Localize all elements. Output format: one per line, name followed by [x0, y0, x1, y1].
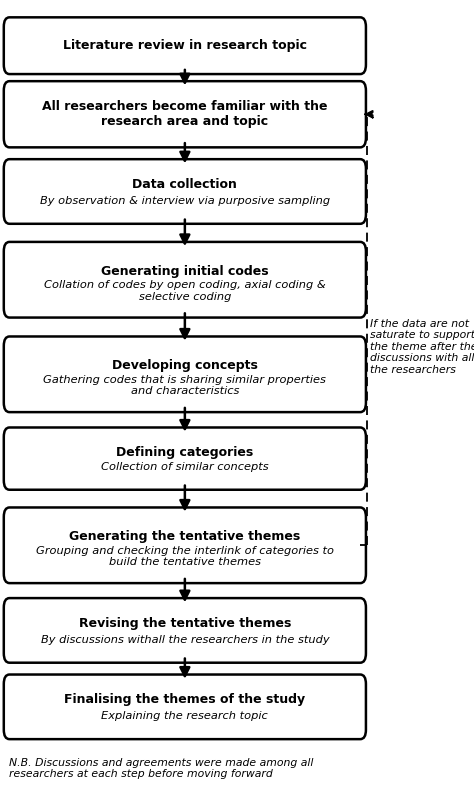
Text: Finalising the themes of the study: Finalising the themes of the study: [64, 693, 305, 707]
FancyBboxPatch shape: [4, 81, 366, 147]
FancyBboxPatch shape: [4, 336, 366, 412]
FancyBboxPatch shape: [4, 507, 366, 583]
Text: Revising the tentative themes: Revising the tentative themes: [79, 617, 291, 630]
FancyBboxPatch shape: [4, 159, 366, 224]
FancyBboxPatch shape: [4, 675, 366, 739]
FancyBboxPatch shape: [4, 242, 366, 318]
FancyBboxPatch shape: [4, 598, 366, 663]
Text: N.B. Discussions and agreements were made among all
researchers at each step bef: N.B. Discussions and agreements were mad…: [9, 757, 314, 779]
Text: Literature review in research topic: Literature review in research topic: [63, 39, 307, 52]
Text: By discussions withall the researchers in the study: By discussions withall the researchers i…: [41, 634, 329, 645]
Text: Defining categories: Defining categories: [116, 446, 254, 459]
Text: Grouping and checking the interlink of categories to
build the tentative themes: Grouping and checking the interlink of c…: [36, 546, 334, 567]
FancyBboxPatch shape: [4, 427, 366, 490]
Text: Developing concepts: Developing concepts: [112, 359, 258, 372]
Text: Collection of similar concepts: Collection of similar concepts: [101, 463, 269, 472]
Text: Explaining the research topic: Explaining the research topic: [101, 711, 268, 721]
Text: Data collection: Data collection: [132, 178, 237, 191]
Text: All researchers become familiar with the
research area and topic: All researchers become familiar with the…: [42, 100, 328, 128]
Text: Collation of codes by open coding, axial coding &
selective coding: Collation of codes by open coding, axial…: [44, 281, 326, 302]
Text: By observation & interview via purposive sampling: By observation & interview via purposive…: [40, 195, 330, 206]
Text: If the data are not
saturate to support
the theme after the
discussions with all: If the data are not saturate to support …: [370, 318, 474, 375]
Text: Gathering codes that is sharing similar properties
and characteristics: Gathering codes that is sharing similar …: [44, 375, 326, 396]
FancyBboxPatch shape: [4, 17, 366, 74]
Text: Generating initial codes: Generating initial codes: [101, 265, 269, 277]
Text: Generating the tentative themes: Generating the tentative themes: [69, 530, 301, 543]
